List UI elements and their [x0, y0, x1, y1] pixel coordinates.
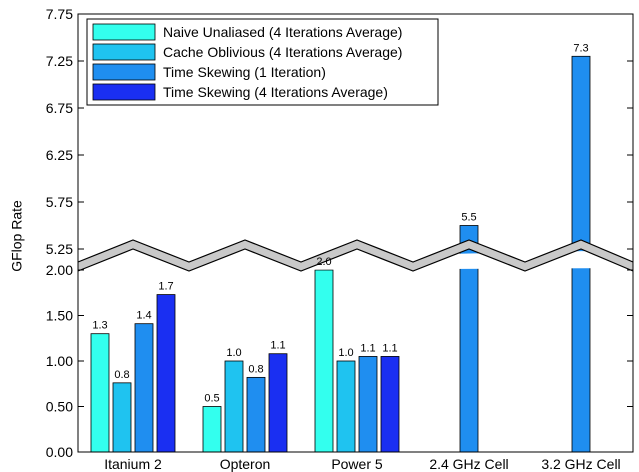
bar	[380, 356, 400, 453]
plot-frame	[77, 13, 634, 453]
bar	[314, 269, 334, 453]
y-tick-label: 7.25	[46, 53, 73, 69]
y-tick-label: 5.75	[46, 194, 73, 210]
x-tick-label: Power 5	[331, 456, 383, 472]
legend-entry: Time Skewing (1 Iteration)	[163, 64, 326, 80]
y-tick-label: 2.00	[46, 262, 73, 278]
bar	[202, 406, 222, 453]
x-tick-label: Opteron	[220, 456, 271, 472]
data-label: 0.5	[204, 393, 219, 405]
bar	[156, 294, 176, 453]
labels-layer: 1.3 0.5 2.0 0.8 1.0 1.0 1.4 0.8 1.1 5.5 7.3 1.7 1.1 1…	[92, 42, 588, 404]
y-tick-label: 7.75	[46, 6, 73, 22]
data-label: 1.1	[270, 340, 285, 352]
bar	[358, 356, 378, 453]
y-tick-label: 1.50	[46, 308, 73, 324]
y-tick-label: 1.00	[46, 353, 73, 369]
legend-swatch	[92, 23, 156, 41]
x-tick-label: Itanium 2	[104, 456, 162, 472]
y-tick-label: 0.50	[46, 399, 73, 415]
y-tick-label: 6.25	[46, 147, 73, 163]
legend-entry: Naive Unaliased (4 Iterations Average)	[163, 24, 402, 40]
data-label: 1.1	[382, 342, 397, 354]
data-label: 1.0	[338, 347, 353, 359]
data-label: 2.0	[316, 256, 331, 268]
data-label: 1.3	[92, 320, 107, 332]
break-line-lower	[77, 248, 634, 272]
y-tick-label: 6.75	[46, 100, 73, 116]
data-label: 7.3	[573, 42, 588, 54]
break-mask	[78, 240, 633, 271]
break-line-upper	[77, 239, 634, 263]
bar	[90, 333, 110, 453]
x-tick-label: 3.2 GHz Cell	[541, 456, 620, 472]
legend: Naive Unaliased (4 Iterations Average) Ca…	[86, 18, 439, 106]
x-tick-label: 2.4 GHz Cell	[429, 456, 508, 472]
y-axis-title: GFlop Rate	[9, 200, 25, 272]
break-band	[78, 240, 633, 271]
legend-swatch	[92, 63, 156, 81]
legend-swatch	[92, 43, 156, 61]
bar	[246, 376, 266, 453]
bar	[224, 360, 244, 453]
y-tick-label: 0.00	[46, 444, 73, 460]
axes-layer: 0.00 0.50 1.00 1.50 2.00 5.25 5.75 6.25 6.75 7.25…	[46, 6, 634, 472]
y-tick-label: 5.25	[46, 241, 73, 257]
data-label: 5.5	[461, 212, 476, 224]
bar	[336, 360, 356, 453]
data-label: 1.4	[136, 310, 151, 322]
data-label: 0.8	[114, 369, 129, 381]
legend-entry: Time Skewing (4 Iterations Average)	[163, 84, 388, 100]
bar	[112, 382, 132, 453]
data-label: 1.1	[360, 342, 375, 354]
bar	[268, 353, 288, 453]
axis-break	[77, 239, 634, 272]
legend-swatch	[92, 83, 156, 101]
data-label: 1.7	[158, 281, 173, 293]
data-label: 0.8	[248, 363, 263, 375]
data-label: 1.0	[226, 347, 241, 359]
legend-entry: Cache Oblivious (4 Iterations Average)	[163, 44, 402, 60]
bar	[134, 323, 154, 453]
